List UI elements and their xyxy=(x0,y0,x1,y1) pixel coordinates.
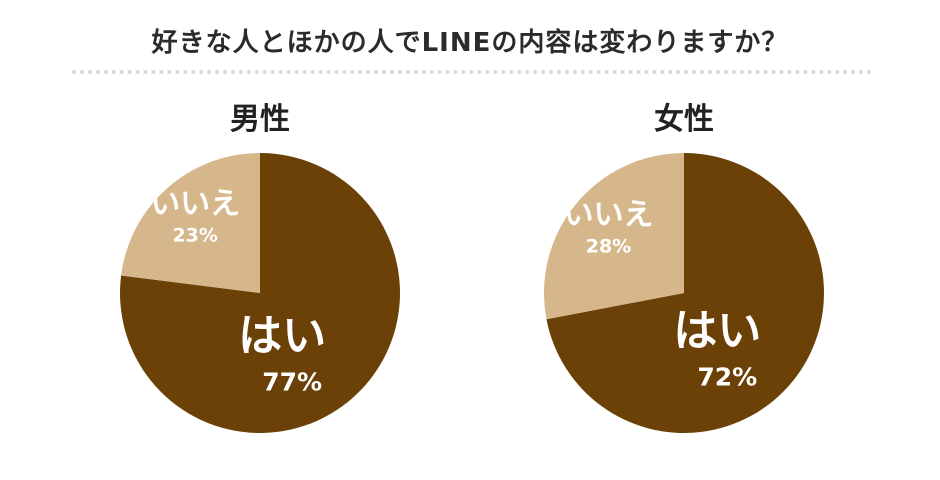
page-title: 好きな人とほかの人でLINEの内容は変わりますか？ xyxy=(151,28,789,58)
pie-slice-no xyxy=(544,153,684,320)
title-divider xyxy=(72,70,872,74)
slice-value-yes: 72% xyxy=(697,362,757,391)
slice-label-yes: はい xyxy=(673,305,761,356)
chart-title-female: 女性 xyxy=(654,102,714,137)
slice-label-no: いいえ xyxy=(563,198,653,233)
slice-value-no: 23% xyxy=(172,224,217,246)
pie-chart-female: 女性 はい 72% いいえ 28% xyxy=(474,88,894,458)
pie-chart-male: 男性 はい 77% いいえ 23% xyxy=(50,88,470,458)
chart-title-male: 男性 xyxy=(230,102,290,137)
slice-label-no: いいえ xyxy=(150,186,240,221)
pie-slice-yes xyxy=(120,153,401,433)
pie-slice-no xyxy=(121,153,260,293)
slice-label-yes: はい xyxy=(238,310,326,361)
pie-slice-yes xyxy=(546,153,824,433)
slice-value-yes: 77% xyxy=(262,367,322,396)
pie-svg-female: はい 72% いいえ 28% xyxy=(544,153,824,433)
pie-svg-male: はい 77% いいえ 23% xyxy=(120,153,401,433)
slice-value-no: 28% xyxy=(586,236,631,258)
